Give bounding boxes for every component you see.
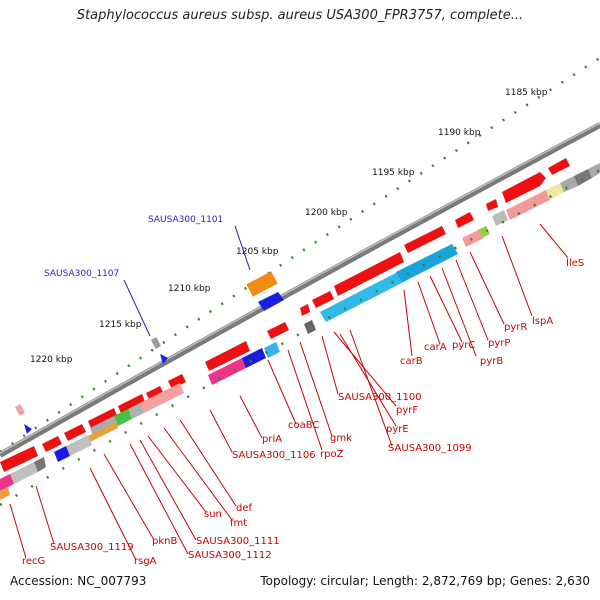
genome-summary-text: Topology: circular; Length: 2,872,769 bp… (260, 574, 590, 588)
scale-label: 1195 kbp (372, 168, 415, 178)
gene-label: coaBC (288, 420, 319, 431)
gene-label: pyrR (504, 322, 527, 333)
track-segment (478, 226, 490, 238)
highlight-callouts[interactable]: SAUSA300_1101 SAUSA300_1107 (44, 215, 251, 337)
scale-labels: 1185 kbp 1190 kbp 1195 kbp 1200 kbp 1205… (30, 88, 548, 365)
gene-arrow (300, 304, 310, 316)
plus-strand-genes[interactable] (0, 158, 570, 472)
gene-label: pyrB (480, 356, 503, 367)
track-segment (208, 357, 248, 385)
callout-line (234, 225, 251, 271)
scale-label: 1205 kbp (236, 247, 279, 257)
track-segment (10, 462, 38, 484)
gene-feature (151, 337, 161, 349)
scale-ruler (0, 56, 600, 454)
gene-label: pyrE (386, 424, 409, 435)
track-segment (0, 487, 10, 500)
gene-label: SAUSA300_1099 (388, 443, 472, 454)
gene-label: rsgA (134, 556, 157, 567)
gene-arrow (548, 158, 570, 175)
track-segment (34, 457, 46, 472)
genome-backbone (0, 122, 600, 458)
track-segment (264, 342, 280, 358)
gene-arrow (64, 424, 86, 441)
map-title: Staphylococcus aureus subsp. aureus USA3… (76, 8, 524, 23)
track-segment (304, 320, 316, 334)
gene-label: pyrF (396, 405, 418, 416)
gene-label: rpoZ (320, 449, 344, 460)
gene-arrow (502, 172, 546, 203)
gene-label: SAUSA300_1112 (188, 550, 272, 561)
gene-label: pyrP (488, 338, 510, 349)
gene-label: carB (400, 356, 423, 367)
track-segment (588, 163, 600, 178)
gene-label: SAUSA300_1100 (338, 392, 422, 403)
highlight-label-sausa300-1107: SAUSA300_1107 (44, 269, 119, 279)
track-segment (140, 383, 184, 413)
track-segment (66, 435, 92, 456)
track-segment (560, 176, 578, 192)
track-segment (128, 403, 144, 419)
scale-label: 1200 kbp (305, 208, 348, 218)
gene-label: SAUSA300_1119 (50, 542, 134, 553)
highlight-features[interactable] (15, 271, 284, 434)
track-segment (54, 446, 70, 462)
track-segment (396, 244, 458, 282)
gene-label: SAUSA300_1111 (196, 536, 280, 547)
gene-arrow (42, 436, 62, 452)
gene-arrow (312, 291, 334, 308)
track-segment (242, 348, 266, 368)
gene-label: gmk (330, 433, 352, 444)
gene-arrow (334, 252, 404, 296)
gene-arrow (486, 199, 498, 211)
gene-callouts[interactable] (9, 223, 569, 561)
gene-label: lspA (532, 316, 553, 327)
annotation-track[interactable] (0, 163, 600, 500)
callout-line (123, 279, 151, 337)
gene-arrow (404, 226, 446, 253)
gene-labels[interactable]: IleS lspA pyrR pyrP pyrB pyrC carA carB … (22, 258, 584, 567)
gene-arrow (455, 212, 474, 228)
track-segment (506, 190, 550, 220)
track-segment (0, 474, 14, 491)
gene-label: sun (204, 509, 222, 520)
scale-label: 1185 kbp (505, 88, 548, 98)
scale-label: 1220 kbp (30, 355, 73, 365)
highlight-label-sausa300-1101: SAUSA300_1101 (148, 215, 223, 225)
gene-arrow (0, 446, 38, 472)
gene-feature (258, 292, 284, 311)
gene-feature (15, 404, 25, 416)
accession-text: Accession: NC_007793 (10, 574, 147, 588)
scale-label: 1210 kbp (168, 284, 211, 294)
gene-arrow (168, 374, 186, 389)
gene-label: IleS (566, 258, 584, 269)
gene-arrow (267, 322, 289, 339)
gene-feature (160, 354, 168, 364)
gene-label: pknB (152, 536, 177, 547)
gene-arrow (205, 341, 250, 371)
track-segment (492, 210, 508, 226)
gene-label: recG (22, 556, 45, 567)
track-segment (574, 169, 592, 186)
track-segment (462, 229, 484, 247)
track-segment (88, 422, 118, 442)
gene-label: fmt (230, 518, 247, 529)
gene-feature (246, 271, 278, 297)
gene-label: SAUSA300_1106 (232, 450, 316, 461)
gene-feature (24, 424, 32, 434)
track-segment (114, 409, 132, 426)
scale-label: 1215 kbp (99, 320, 142, 330)
gene-label: def (236, 503, 253, 514)
gene-label: pyrC (452, 340, 475, 351)
gene-label: carA (424, 342, 447, 353)
gene-arrow (146, 386, 164, 401)
scale-label: 1190 kbp (438, 128, 481, 138)
gene-label: priA (262, 434, 282, 445)
